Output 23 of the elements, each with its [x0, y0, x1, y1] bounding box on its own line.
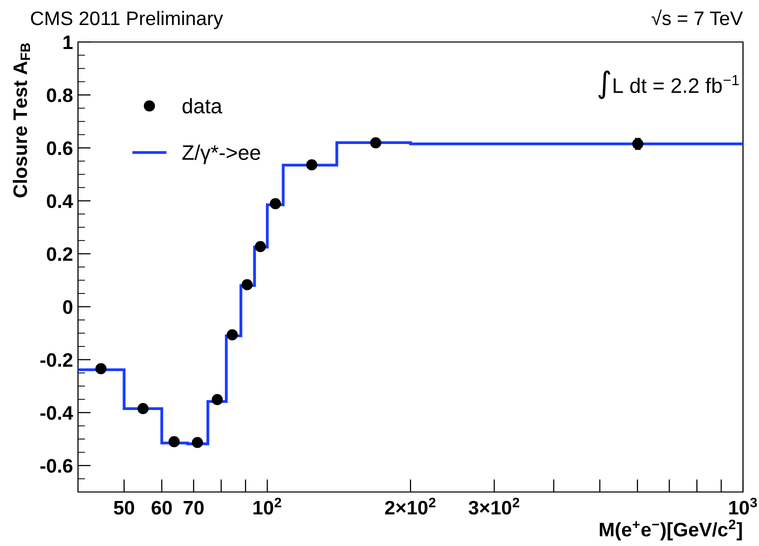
x-tick-label: 60: [152, 500, 172, 515]
y-tick-label: 0.2: [46, 247, 72, 261]
x-tick-label: 10$^{3}$: [729, 498, 757, 515]
y-tick-label: 1: [64, 36, 73, 50]
chart-title: CMS 2011 Preliminary: [30, 10, 224, 30]
x-axis-title: M(e$^{+}$e$^{−}$)[GeV/c$^{2}$]: [600, 520, 742, 540]
y-axis-title: Closure Test A$_{FB}$: [12, 43, 30, 198]
x-tick-label: 3×10$^{2}$: [468, 498, 520, 515]
y-tick-label: -0.6: [40, 458, 72, 473]
x-tick-label: 70: [184, 500, 204, 515]
x-tick-label: 2×10$^{2}$: [385, 498, 436, 515]
legend-label: Z/γ*->ee: [182, 144, 260, 164]
y-tick-label: 0.8: [46, 88, 73, 102]
y-tick-label: 0.6: [46, 141, 72, 156]
legend-label: data: [182, 98, 222, 114]
y-tick-label: 0: [63, 300, 72, 314]
y-tick-label: -0.2: [40, 353, 72, 367]
text: √s = 7 TeV: [652, 10, 743, 26]
y-tick-label: -0.4: [40, 406, 74, 420]
x-tick-label: 50: [114, 500, 134, 515]
annotation: ∫L dt = 2.2 fb$^{−1}$: [598, 70, 739, 100]
y-tick-label: 0.4: [46, 194, 74, 208]
x-tick-label: 10$^{2}$: [254, 498, 282, 515]
